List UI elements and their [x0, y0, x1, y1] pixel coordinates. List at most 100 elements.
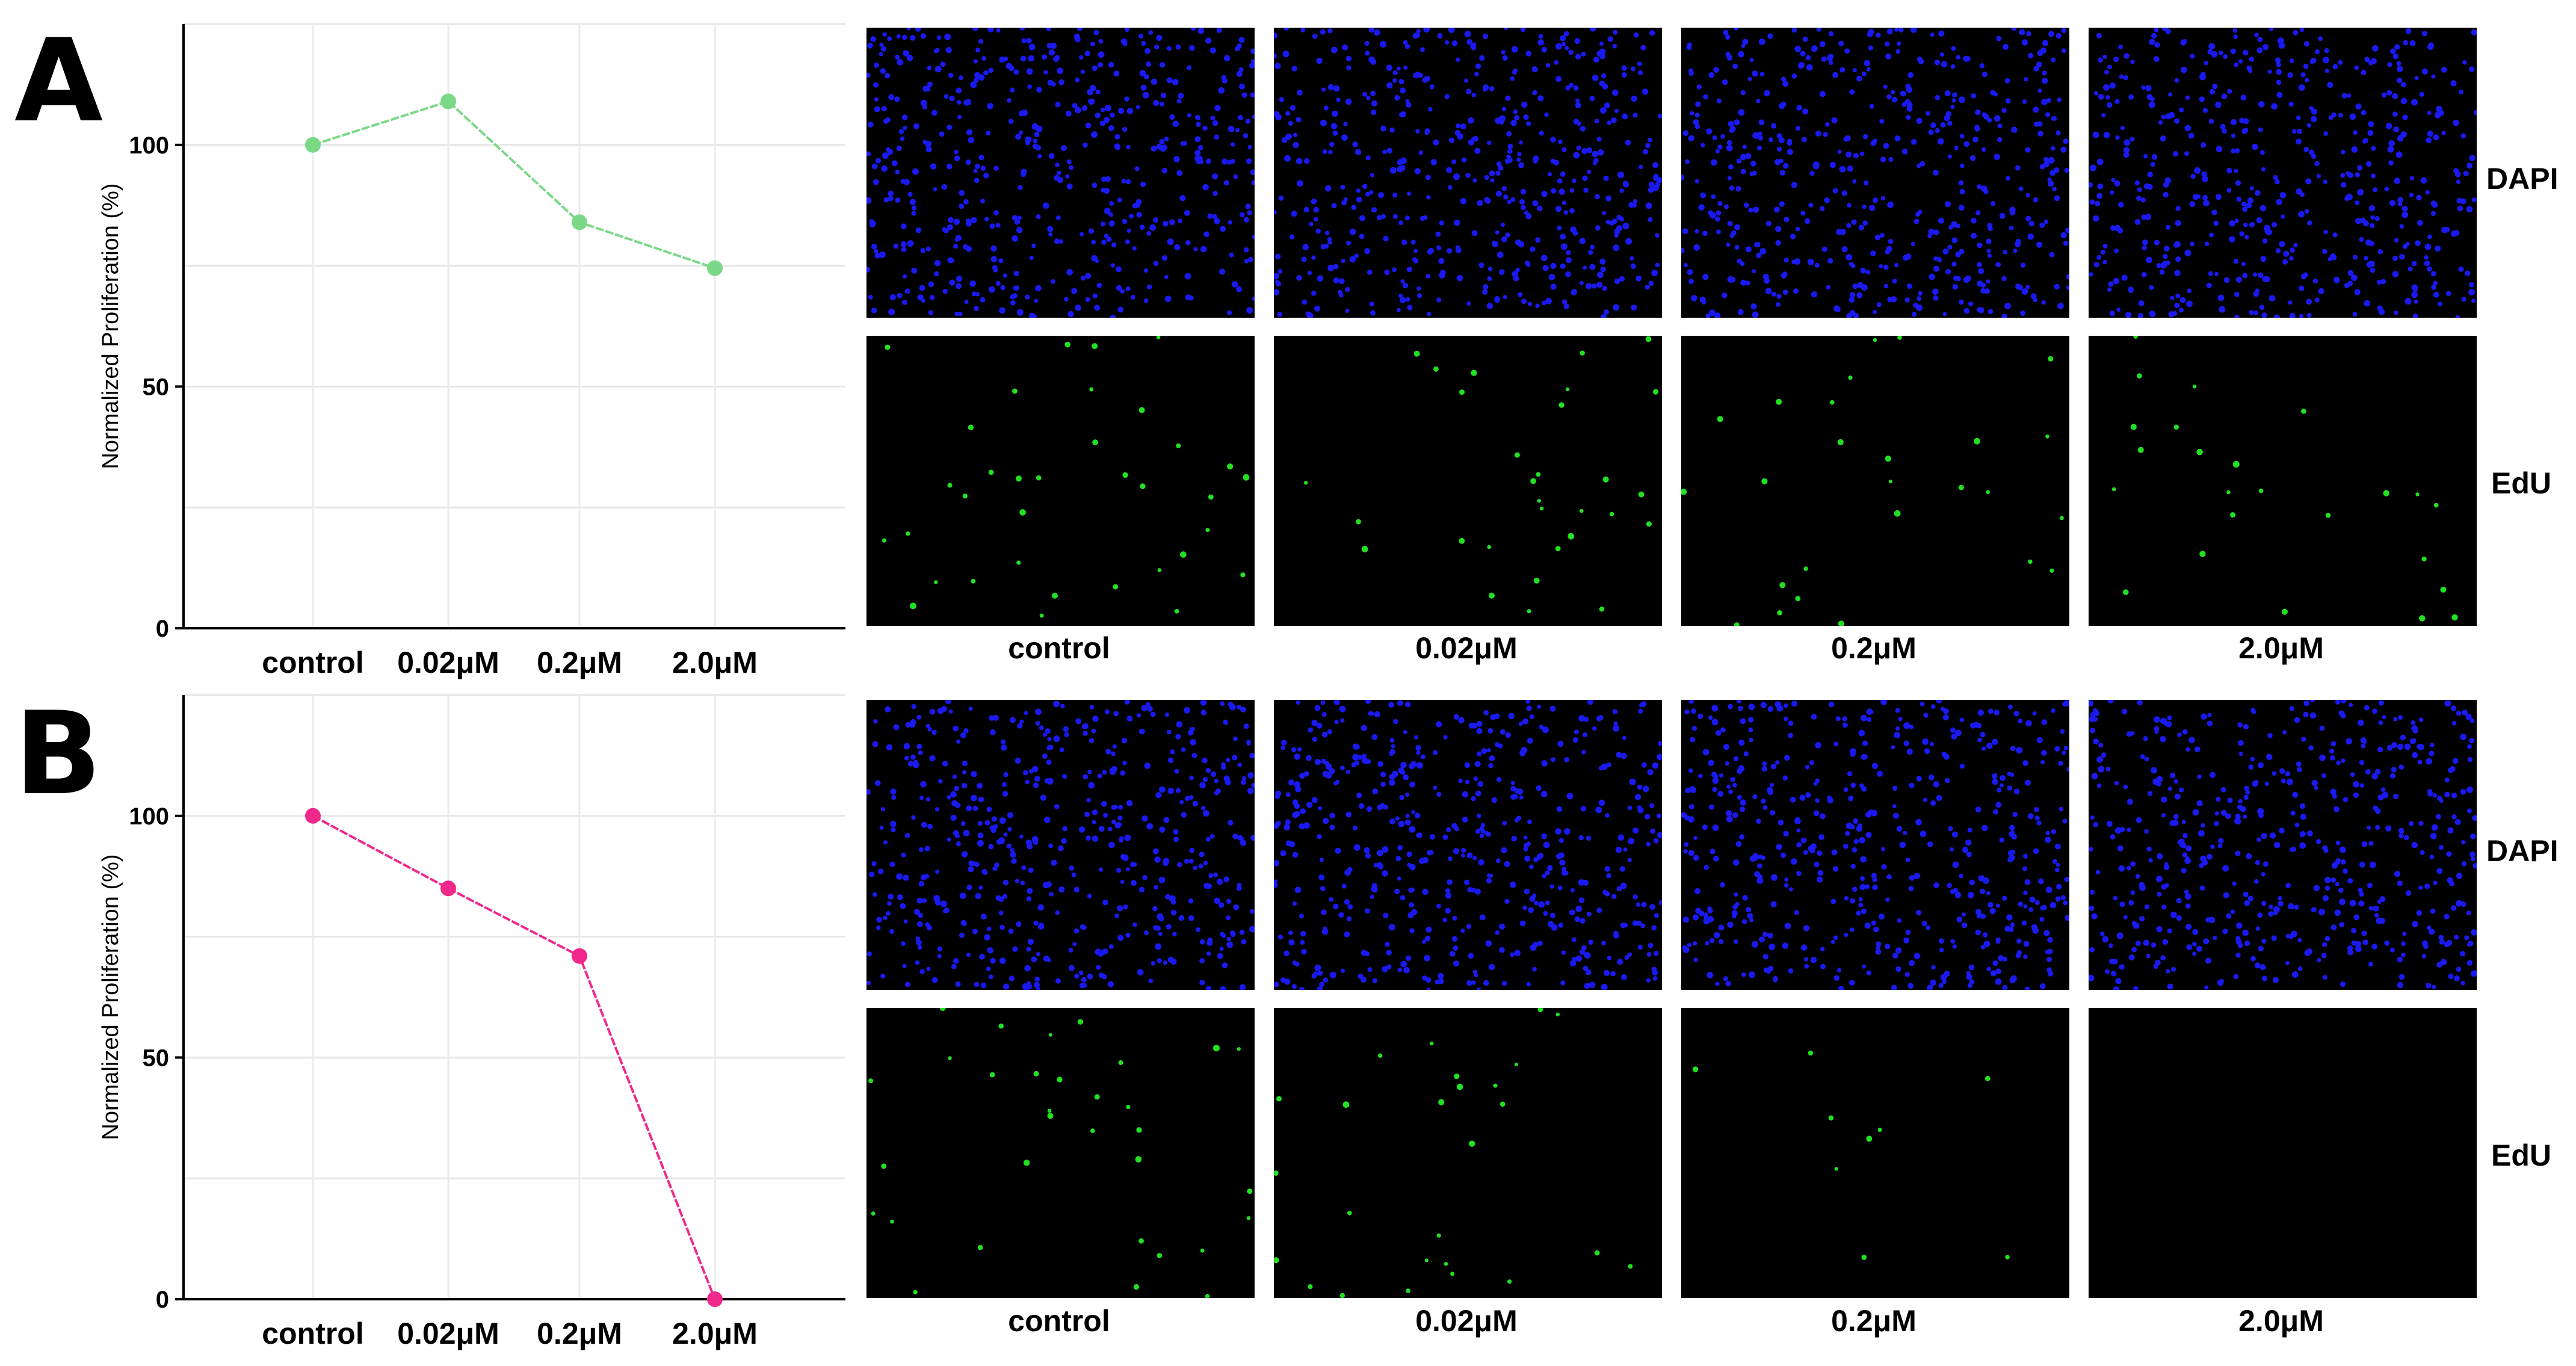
nucleus-dot: [880, 973, 886, 979]
nucleus-dot: [1734, 224, 1741, 230]
nucleus-dot: [1839, 165, 1846, 173]
nucleus-dot: [1630, 263, 1636, 269]
nucleus-dot: [1809, 171, 1815, 176]
nucleus-dot: [2309, 149, 2315, 155]
nucleus-dot: [1033, 138, 1038, 144]
nucleus-dot: [934, 48, 940, 53]
nucleus-dot: [2204, 241, 2210, 247]
nucleus-dot: [2153, 716, 2160, 723]
nucleus-dot: [2400, 734, 2406, 741]
nucleus-dot: [2003, 957, 2007, 962]
nucleus-dot: [2343, 797, 2349, 803]
nucleus-dot: [1597, 149, 1604, 156]
nucleus-dot: [2258, 945, 2264, 952]
nucleus-dot: [968, 866, 974, 873]
nucleus-dot: [1550, 137, 1556, 143]
nucleus-dot: [1920, 161, 1926, 167]
nucleus-dot: [1622, 181, 1629, 187]
nucleus-dot: [2004, 303, 2011, 309]
nucleus-dot: [2164, 246, 2170, 252]
micrograph-svg: [2089, 1008, 2477, 1298]
nucleus-dot: [962, 244, 968, 250]
nucleus-dot: [2161, 904, 2167, 910]
nucleus-dot: [1651, 270, 1658, 276]
nucleus-dot: [2013, 711, 2019, 717]
nucleus-dot: [1539, 725, 1544, 730]
nucleus-dot: [1222, 962, 1228, 969]
nucleus-dot: [2207, 853, 2213, 860]
nucleus-dot: [1583, 265, 1587, 270]
nucleus-dot: [2151, 32, 2157, 39]
nucleus-dot: [1389, 779, 1395, 786]
nucleus-dot: [1414, 32, 1420, 38]
nucleus-dot: [2192, 951, 2197, 956]
nucleus-dot: [1740, 279, 1747, 286]
nucleus-dot: [1752, 794, 1758, 800]
nucleus-dot: [1715, 149, 1720, 153]
nucleus-dot: [1185, 796, 1190, 802]
nucleus-dot: [1716, 98, 1722, 104]
nucleus-dot: [1142, 91, 1149, 99]
nucleus-dot: [977, 1244, 983, 1250]
nucleus-dot: [1429, 834, 1436, 840]
nucleus-dot: [1632, 199, 1638, 204]
nucleus-dot: [1338, 912, 1344, 918]
nucleus-dot: [2301, 408, 2306, 414]
nucleus-dot: [1214, 790, 1219, 796]
nucleus-dot: [1312, 737, 1318, 742]
nucleus-dot: [1625, 238, 1632, 245]
nucleus-dot: [1600, 107, 1607, 114]
nucleus-dot: [1720, 882, 1725, 888]
nucleus-dot: [1156, 34, 1163, 42]
nucleus-dot: [1694, 888, 1700, 894]
nucleus-dot: [2160, 955, 2166, 961]
nucleus-dot: [1935, 94, 1941, 100]
nucleus-dot: [2198, 830, 2205, 837]
nucleus-dot: [2243, 724, 2249, 730]
nucleus-dot: [1895, 966, 1901, 972]
nucleus-dot: [2289, 313, 2296, 318]
nucleus-dot: [1694, 124, 1700, 129]
nucleus-dot: [1095, 89, 1101, 95]
nucleus-dot: [2294, 823, 2300, 827]
nucleus-dot: [1540, 255, 1548, 262]
nucleus-dot: [1617, 172, 1625, 179]
nucleus-dot: [1740, 90, 1746, 96]
nucleus-dot: [1892, 812, 1900, 819]
nucleus-dot: [1209, 47, 1216, 54]
nucleus-dot: [1513, 109, 1518, 114]
nucleus-dot: [1527, 819, 1533, 824]
nucleus-dot: [1098, 39, 1104, 44]
nucleus-dot: [1913, 953, 1921, 960]
nucleus-dot: [934, 900, 941, 906]
nucleus-dot: [988, 469, 994, 475]
nucleus-dot: [1124, 700, 1130, 705]
nucleus-dot: [1188, 859, 1194, 864]
nucleus-dot: [2192, 942, 2197, 947]
nucleus-dot: [2278, 901, 2284, 907]
nucleus-dot: [1495, 190, 1503, 197]
nucleus-dot: [968, 860, 974, 867]
nucleus-dot: [1578, 897, 1585, 903]
nucleus-dot: [1782, 775, 1788, 781]
nucleus-dot: [1475, 829, 1481, 834]
nucleus-dot: [1872, 884, 1878, 891]
nucleus-dot: [2427, 789, 2432, 794]
nucleus-dot: [1219, 268, 1226, 275]
nucleus-dot: [1545, 900, 1550, 906]
nucleus-dot: [2062, 818, 2068, 824]
nucleus-dot: [903, 874, 909, 881]
nucleus-dot: [1519, 795, 1524, 800]
nucleus-dot: [2036, 737, 2043, 744]
nucleus-dot: [1976, 912, 1983, 919]
nucleus-dot: [921, 821, 927, 828]
nucleus-dot: [1175, 44, 1181, 50]
nucleus-dot: [1622, 735, 1626, 740]
nucleus-dot: [883, 840, 888, 845]
nucleus-dot: [1954, 146, 1959, 150]
nucleus-dot: [1308, 1284, 1313, 1290]
nucleus-dot: [2300, 274, 2306, 280]
nucleus-dot: [2150, 97, 2155, 102]
nucleus-dot: [1496, 858, 1501, 864]
nucleus-dot: [2117, 845, 2124, 851]
